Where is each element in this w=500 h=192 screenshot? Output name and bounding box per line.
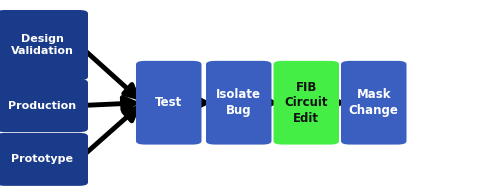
- FancyBboxPatch shape: [206, 61, 272, 145]
- Text: Mask
Change: Mask Change: [349, 89, 399, 117]
- FancyBboxPatch shape: [136, 61, 202, 145]
- Text: FIB
Circuit
Edit: FIB Circuit Edit: [284, 81, 328, 125]
- FancyBboxPatch shape: [0, 79, 88, 132]
- Text: Design
Validation: Design Validation: [10, 34, 74, 56]
- FancyBboxPatch shape: [341, 61, 406, 145]
- FancyBboxPatch shape: [274, 61, 339, 145]
- Text: Test: Test: [155, 96, 182, 109]
- FancyBboxPatch shape: [0, 10, 88, 80]
- Text: Isolate
Bug: Isolate Bug: [216, 89, 261, 117]
- FancyBboxPatch shape: [0, 133, 88, 186]
- Text: Prototype: Prototype: [11, 154, 73, 164]
- Text: Production: Production: [8, 101, 76, 111]
